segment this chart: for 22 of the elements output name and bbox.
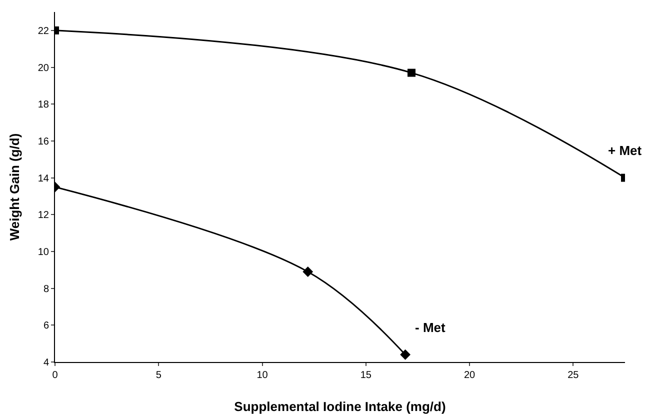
y-tick-label: 20 (38, 62, 50, 74)
x-tick-label: 0 (52, 370, 58, 381)
y-tick-label: 16 (38, 136, 50, 148)
x-tick-label: 20 (464, 370, 476, 381)
x-tick-label: 15 (360, 370, 372, 381)
y-tick-label: 6 (43, 320, 50, 332)
point (302, 266, 314, 277)
y-tick-label: 10 (38, 246, 50, 258)
y-tick-label: 18 (38, 100, 50, 111)
series-label: - Met (415, 320, 446, 335)
x-tick-label: 25 (568, 370, 580, 381)
y-tick-label: 4 (43, 358, 50, 368)
y-tick-label: 12 (38, 210, 50, 222)
x-tick-label: 10 (256, 370, 268, 381)
x-axis-title: Supplemental Iodine Intake (mg/d) (234, 399, 446, 414)
point (400, 349, 410, 360)
series-label: + Met (608, 143, 642, 158)
y-tick-label: 8 (43, 284, 50, 295)
y-tick-label: 22 (38, 26, 50, 37)
y-tick-label: 14 (38, 173, 50, 184)
y-axis-title: Weight Gain (g/d) (7, 133, 22, 241)
x-tick-label: 5 (156, 370, 162, 381)
